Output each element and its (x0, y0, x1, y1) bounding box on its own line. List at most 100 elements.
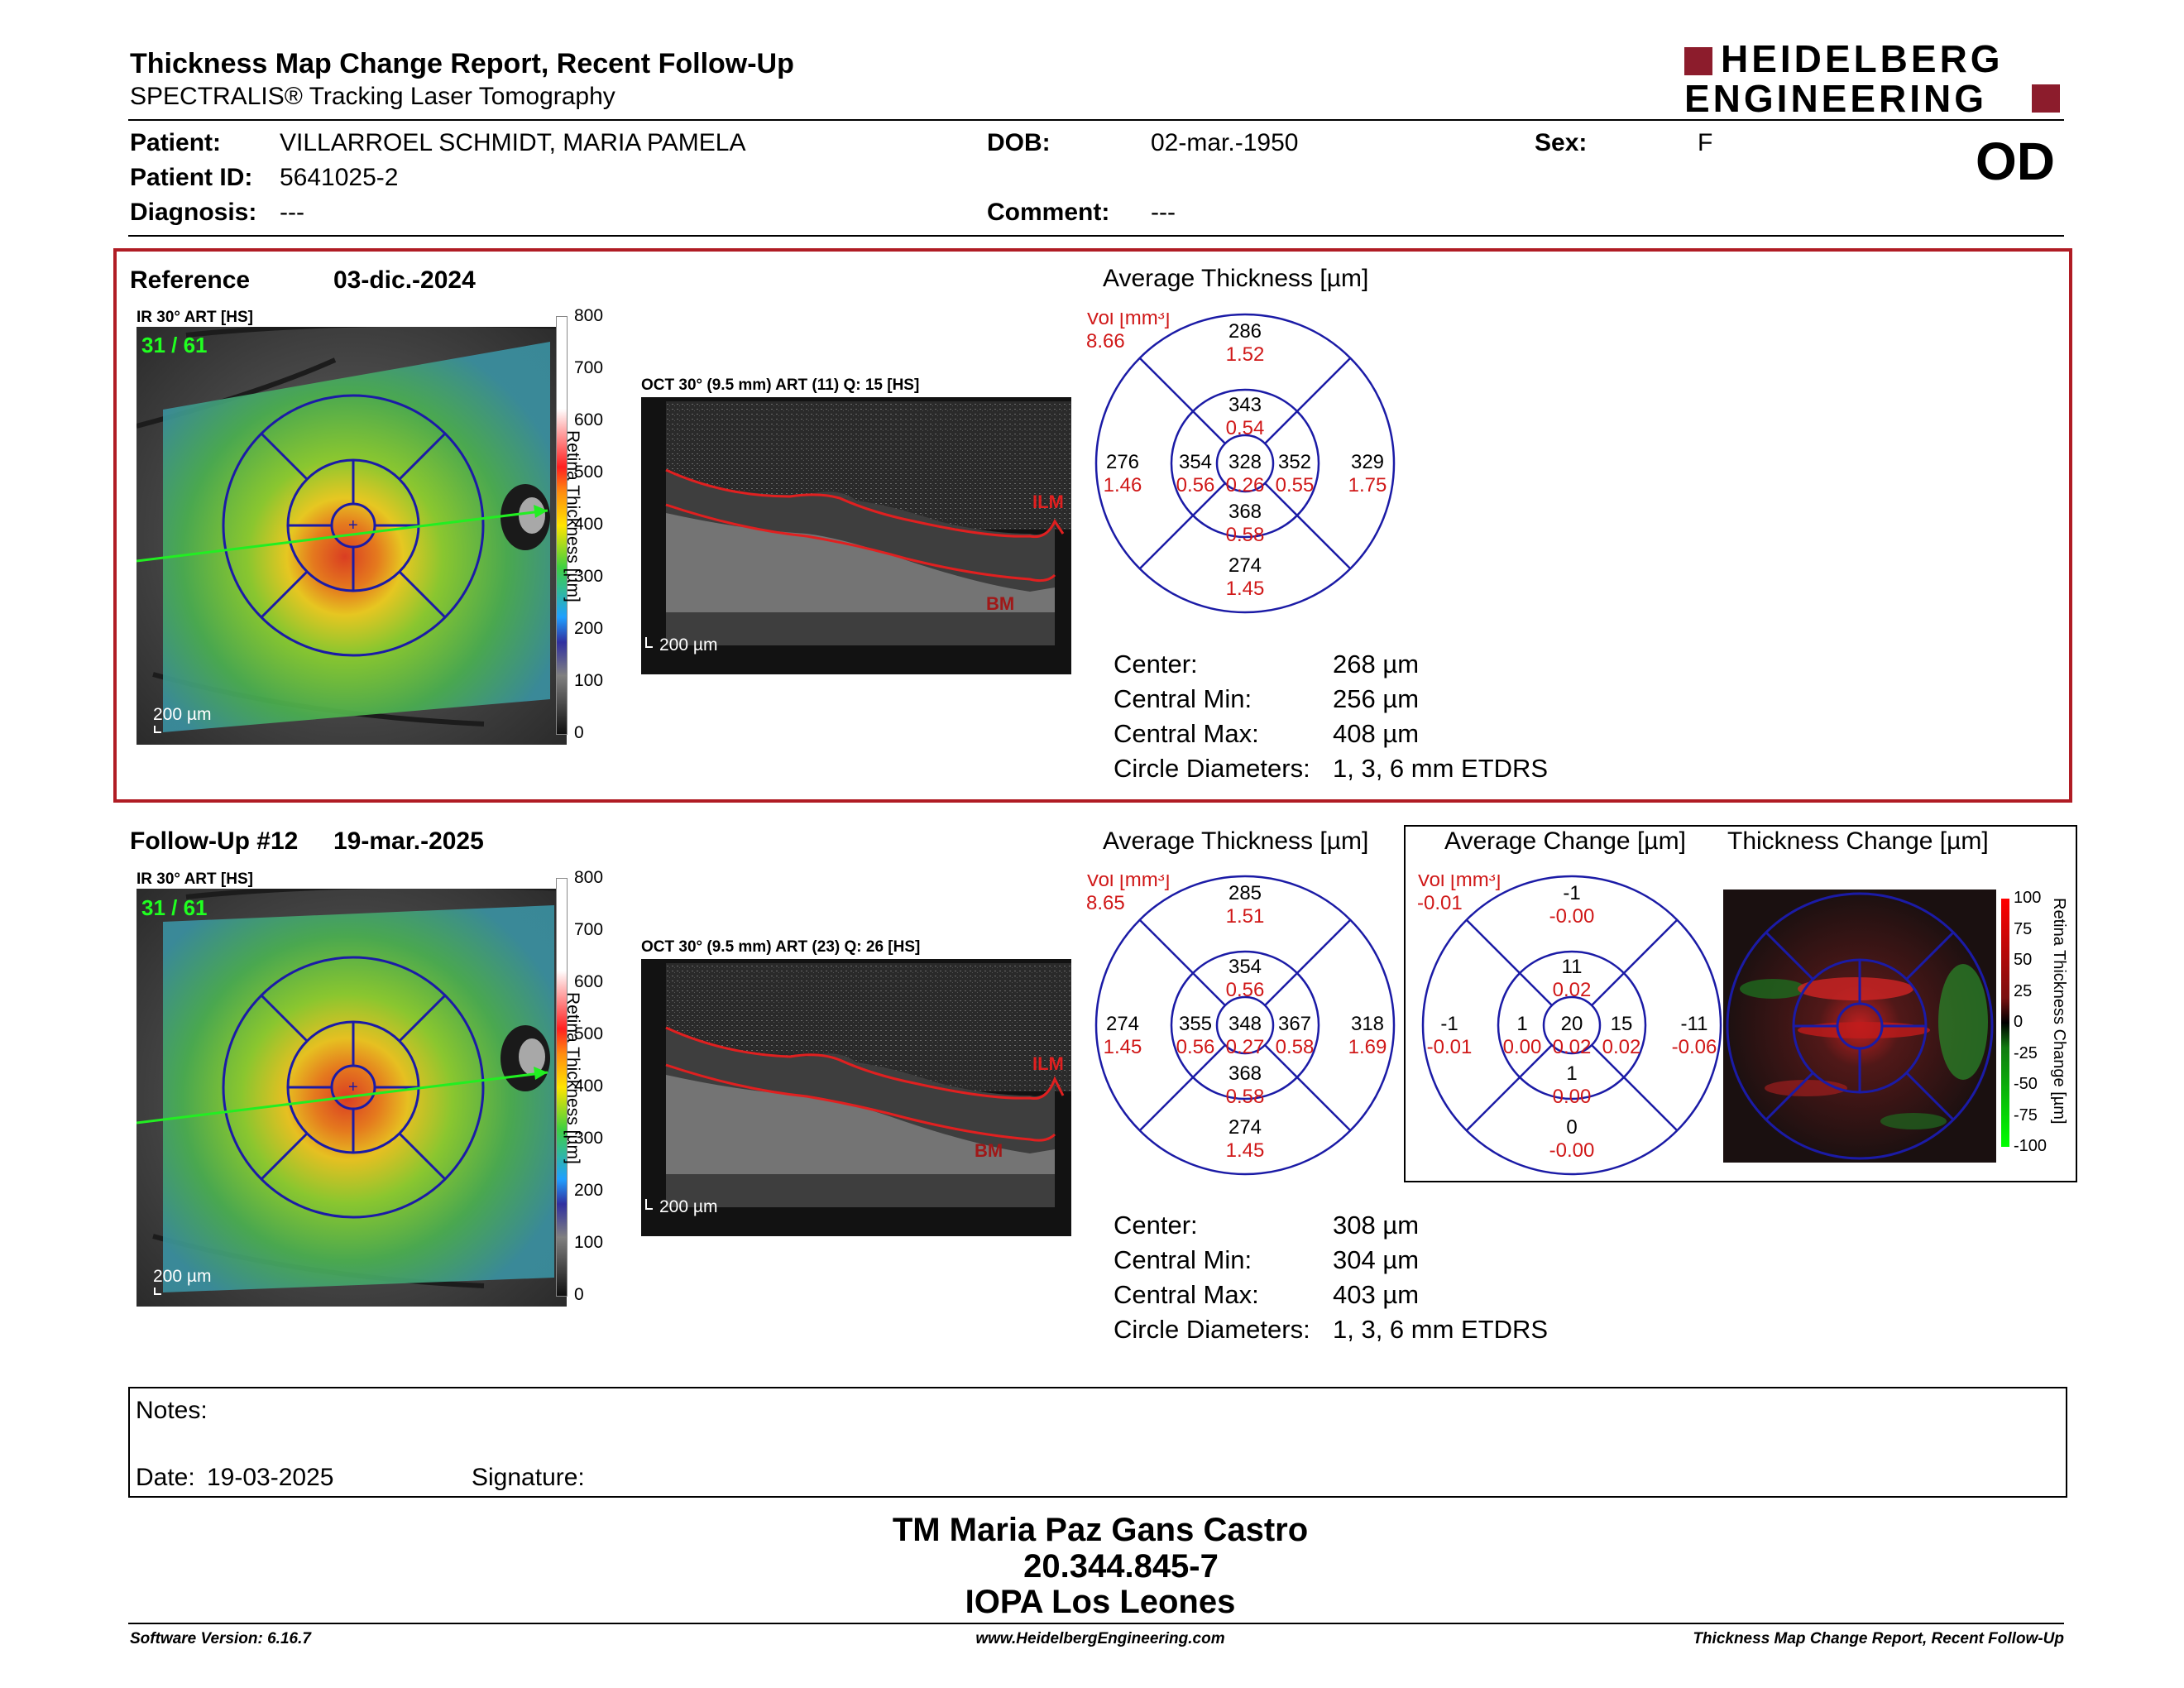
grid-divider (1465, 918, 1553, 1006)
colorbar-tick: 100 (2014, 889, 2042, 907)
bm-label: BM (986, 593, 1015, 614)
notes-box (128, 1387, 2067, 1498)
vol-total: -0.01 (1417, 892, 1463, 914)
sector-inner-top-volume: 0.02 (1553, 979, 1592, 1001)
etdrs-overlay: + (136, 394, 548, 733)
vol-total: 8.65 (1086, 892, 1125, 914)
colorbar-tick: 100 (574, 1233, 604, 1252)
stat-label: Center: (1114, 650, 1198, 679)
website-link[interactable]: www.HeidelbergEngineering.com (975, 1630, 1225, 1647)
stat-value: 304 µm (1333, 1245, 1420, 1274)
grid-outer-ring (1094, 875, 1396, 1176)
grid-divider (1264, 918, 1352, 1006)
comment-label: Comment: (987, 199, 1110, 226)
sector-outer-top-thickness: 286 (1228, 320, 1262, 343)
sector-inner-bottom-volume: 0.58 (1226, 524, 1265, 546)
grid-inner-ring (1497, 950, 1647, 1101)
software-version: Software Version: 6.16.7 (130, 1630, 311, 1647)
sector-inner-right-volume: 0.55 (1276, 474, 1315, 496)
vol-label: Vol [mm³] (1086, 313, 1170, 329)
stat-value: 1, 3, 6 mm ETDRS (1333, 754, 1549, 783)
stat-label: Central Max: (1114, 719, 1259, 748)
sector-outer-left-thickness: -1 (1440, 1013, 1458, 1035)
vol-label: Vol [mm³] (1086, 875, 1170, 891)
colorbar-tick: 500 (574, 463, 604, 482)
oct-label-fu: OCT 30° (9.5 mm) ART (23) Q: 26 [HS] (641, 938, 921, 956)
sector-center-volume: 0.27 (1226, 1036, 1265, 1058)
stat-value: 408 µm (1333, 719, 1420, 748)
colorbar-tick: 25 (2014, 981, 2033, 1000)
report-subtitle: SPECTRALIS® Tracking Laser Tomography (130, 83, 615, 110)
signature-label: Signature: (472, 1464, 585, 1491)
oct-scale-label-fu: 200 µm (659, 1197, 718, 1216)
stat-value: 1, 3, 6 mm ETDRS (1333, 1315, 1549, 1344)
logo-text-2: ENGINEERING (1684, 77, 1988, 120)
footer-report-name: Thickness Map Change Report, Recent Foll… (1693, 1630, 2064, 1647)
thickness-change-map (1723, 890, 1996, 1163)
change-colorbar (2001, 899, 2009, 1147)
eye-label: OD (1976, 132, 2055, 191)
svg-text:+: + (348, 1078, 358, 1096)
signer-institution: IOPA Los Leones (965, 1584, 1236, 1620)
colorbar-tick: -75 (2014, 1105, 2038, 1125)
sector-inner-top-thickness: 11 (1562, 956, 1583, 978)
reference-label: Reference (130, 266, 251, 294)
colorbar-tick: 600 (574, 410, 604, 429)
sector-outer-left-volume: -0.01 (1427, 1036, 1473, 1058)
sector-outer-bottom-thickness: 274 (1228, 1116, 1262, 1139)
grid-divider (1138, 1044, 1226, 1132)
etdrs-grid-svg: 2861.523430.542761.463540.563280.263520.… (1086, 307, 1396, 614)
stat-value: 256 µm (1333, 684, 1420, 713)
grid-divider (1264, 482, 1352, 570)
sector-outer-left-volume: 1.45 (1104, 1036, 1142, 1058)
grid-divider (1591, 918, 1679, 1006)
sector-center-volume: 0.26 (1226, 474, 1265, 496)
sector-inner-bottom-thickness: 368 (1228, 501, 1262, 523)
stat-label: Central Min: (1114, 1245, 1252, 1274)
stat-label: Central Min: (1114, 684, 1252, 713)
sector-inner-bottom-thickness: 1 (1566, 1062, 1577, 1085)
grid-divider (1591, 1044, 1679, 1132)
oct-bscan-image-fu (641, 959, 1071, 1236)
colorbar-tick: 200 (574, 619, 604, 638)
colorbar-title-fu: Retina Thickness [µm] (563, 992, 582, 1164)
grid-divider (1465, 1044, 1553, 1132)
sector-inner-left-volume: 0.00 (1503, 1036, 1542, 1058)
sector-inner-right-thickness: 15 (1611, 1013, 1633, 1035)
colorbar-tick: -50 (2014, 1075, 2038, 1093)
sex-label: Sex: (1535, 129, 1588, 156)
grid-outer-ring (1094, 313, 1396, 614)
sector-inner-left-thickness: 1 (1516, 1013, 1527, 1035)
logo-text-1: HEIDELBERG (1721, 37, 2004, 80)
sector-inner-left-volume: 0.56 (1176, 474, 1215, 496)
grid-divider (1138, 482, 1226, 570)
stat-label: Circle Diameters: (1114, 1315, 1310, 1344)
colorbar-tick: 400 (574, 1077, 604, 1096)
sector-outer-top-thickness: -1 (1563, 882, 1580, 904)
colorbar-title: Retina Thickness [µm] (563, 430, 582, 602)
sector-outer-right-thickness: -11 (1681, 1013, 1708, 1035)
grid-title: Average Thickness [µm] (1103, 265, 1369, 292)
change-colorbar-ticks: 100 75 50 25 0 -25 -50 -75 -100 (2014, 889, 2048, 1155)
colorbar-tick: -25 (2014, 1043, 2038, 1062)
patient-label: Patient: (130, 129, 222, 156)
sector-outer-bottom-volume: 1.45 (1226, 578, 1265, 600)
logo-square-bottom (2032, 84, 2060, 113)
sex: F (1698, 129, 1713, 156)
notes-label: Notes: (136, 1397, 208, 1424)
oct-scale-label: 200 µm (659, 635, 718, 655)
grid-divider (1138, 357, 1226, 444)
ir-scale-label-fu: 200 µm (153, 1267, 212, 1286)
colorbar-tick: 500 (574, 1024, 604, 1043)
dob-label: DOB: (987, 129, 1051, 156)
colorbar-tick: 700 (574, 920, 604, 939)
notes-date-label: Date: (136, 1464, 195, 1491)
grid-center-ring (1542, 995, 1602, 1055)
colorbar-tick: 400 (574, 515, 604, 534)
stat-label: Circle Diameters: (1114, 754, 1310, 783)
bm-label-fu: BM (975, 1140, 1003, 1161)
frame-counter: 31 / 61 (141, 333, 208, 357)
sector-inner-right-volume: 0.58 (1276, 1036, 1315, 1058)
report-title: Thickness Map Change Report, Recent Foll… (130, 48, 794, 79)
grid-divider (1264, 1044, 1352, 1132)
